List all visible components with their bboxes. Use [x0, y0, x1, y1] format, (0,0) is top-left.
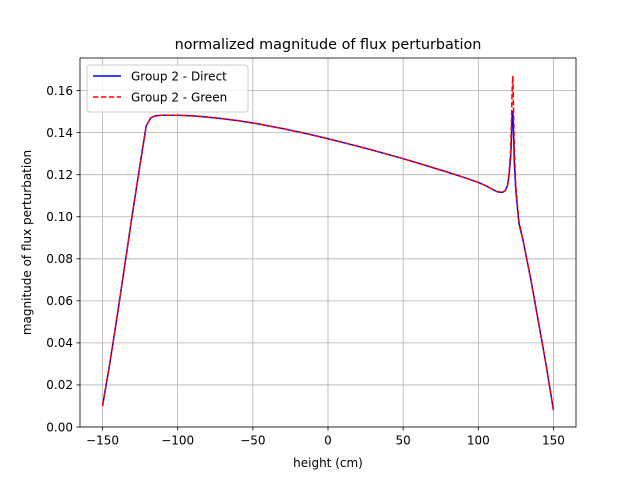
x-axis-label: height (cm) [293, 456, 363, 470]
legend-box [86, 64, 249, 113]
y-axis-label: magnitude of flux perturbation [20, 150, 34, 335]
y-tick-label: 0.02 [46, 378, 73, 392]
y-tick-label: 0.04 [46, 336, 73, 350]
y-tick-label: 0.00 [46, 420, 73, 434]
x-tick-label: 150 [542, 434, 565, 448]
legend-label-direct: Group 2 - Direct [131, 70, 227, 84]
x-tick-label: −150 [86, 434, 119, 448]
y-tick-label: 0.12 [46, 168, 73, 182]
y-tick-label: 0.14 [46, 126, 73, 140]
y-tick-label: 0.08 [46, 252, 73, 266]
x-tick-label: 0 [324, 434, 332, 448]
x-tick-label: −100 [161, 434, 194, 448]
y-tick-label: 0.16 [46, 84, 73, 98]
legend-label-green: Group 2 - Green [131, 91, 227, 105]
y-tick-label: 0.06 [46, 294, 73, 308]
series-line-green [101, 75, 555, 411]
y-tick-label: 0.10 [46, 210, 73, 224]
y-axis: 0.00 0.02 0.04 0.06 0.08 0.10 0.12 0.14 0.16 [46, 84, 80, 434]
chart-title: normalized magnitude of flux perturbatio… [175, 37, 482, 53]
plot-lines [101, 75, 555, 411]
x-tick-label: 100 [467, 434, 490, 448]
x-tick-label: −50 [240, 434, 265, 448]
x-axis: −150 −100 −50 0 50 100 150 [86, 427, 565, 448]
legend: Group 2 - Direct Group 2 - Green [86, 64, 249, 113]
x-tick-label: 50 [396, 434, 411, 448]
